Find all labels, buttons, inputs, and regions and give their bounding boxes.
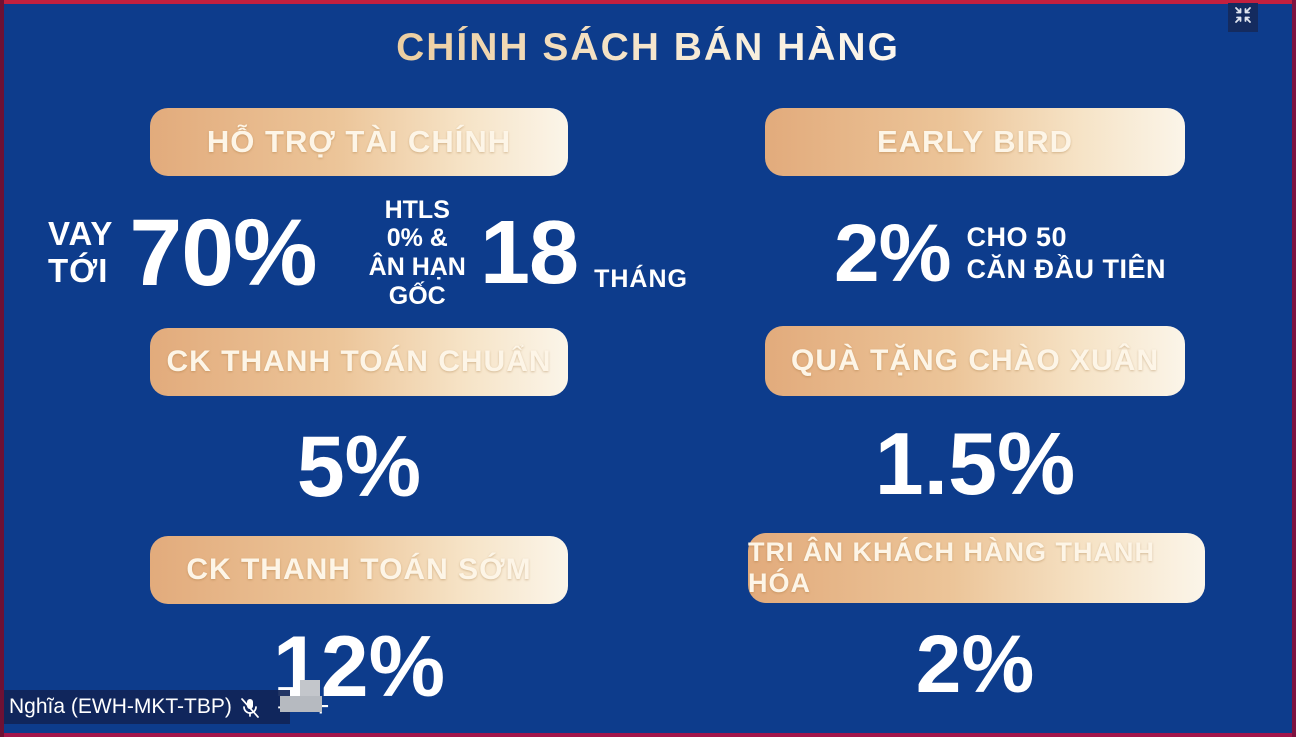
presenter-name: Nghĩa (EWH-MKT-TBP) [9,695,232,718]
early-bird-detail-row: 2% CHO 50 CĂN ĐẦU TIÊN [820,204,1180,304]
early-bird-note: CHO 50 CĂN ĐẦU TIÊN [967,222,1167,286]
capture-border-right [1292,0,1296,737]
loan-percent: 70% [129,199,317,306]
loan-terms-line1: HTLS 0% & [384,195,450,253]
capture-border-left [0,0,4,737]
header-early-bird: EARLY BIRD [765,108,1185,176]
early-bird-percent: 2% [833,208,952,299]
early-bird-note-line2: CĂN ĐẦU TIÊN [966,254,1166,284]
early-bird-note-line1: CHO 50 [966,222,1068,253]
slide-title: CHÍNH SÁCH BÁN HÀNG [0,26,1296,70]
capture-border-bottom [0,733,1296,737]
collapse-fullscreen-icon [1234,6,1252,29]
header-label: CK THANH TOÁN CHUẨN [166,345,552,378]
loan-terms: HTLS 0% & ÂN HẠN GỐC [365,196,470,311]
header-ck-thanh-toan-som: CK THANH TOÁN SỚM [150,536,568,604]
cursor-artifact-part [300,680,320,697]
collapse-button[interactable] [1228,3,1258,32]
header-label: CK THANH TOÁN SỚM [186,553,532,586]
header-ho-tro-tai-chinh: HỖ TRỢ TÀI CHÍNH [150,108,568,176]
loan-prefix: VAY TỚI [48,215,114,290]
cursor-artifact [280,680,322,712]
header-label: TRI ÂN KHÁCH HÀNG THANH HÓA [748,537,1155,598]
value-ck-thanh-toan-chuan: 5% [296,419,422,515]
loan-terms-line2: ÂN HẠN GỐC [368,253,466,310]
value-qua-tang-chao-xuan: 1.5% [874,414,1076,513]
header-qua-tang-chao-xuan: QUÀ TẶNG CHÀO XUÂN [765,326,1185,396]
loan-detail-row: VAY TỚI 70% HTLS 0% & ÂN HẠN GỐC 18 THÁN… [48,196,688,311]
header-tri-an-khach-hang: TRI ÂN KHÁCH HÀNG THANH HÓA [748,533,1205,603]
header-ck-thanh-toan-chuan: CK THANH TOÁN CHUẨN [150,328,568,396]
loan-months: 18 [480,203,579,303]
loan-prefix-line2: TỚI [48,252,109,289]
microphone-muted-icon [239,696,261,719]
value-tri-an-khach-hang: 2% [915,619,1035,710]
header-label: QUÀ TẶNG CHÀO XUÂN [791,344,1159,377]
presenter-name-tag: Nghĩa (EWH-MKT-TBP) − + [0,690,330,724]
cursor-artifact-part [280,696,322,712]
capture-border-top [0,0,1296,4]
loan-months-unit: THÁNG [594,265,688,293]
loan-prefix-line1: VAY [48,215,114,253]
header-label: HỖ TRỢ TÀI CHÍNH [206,124,512,159]
header-label: EARLY BIRD [876,124,1074,159]
